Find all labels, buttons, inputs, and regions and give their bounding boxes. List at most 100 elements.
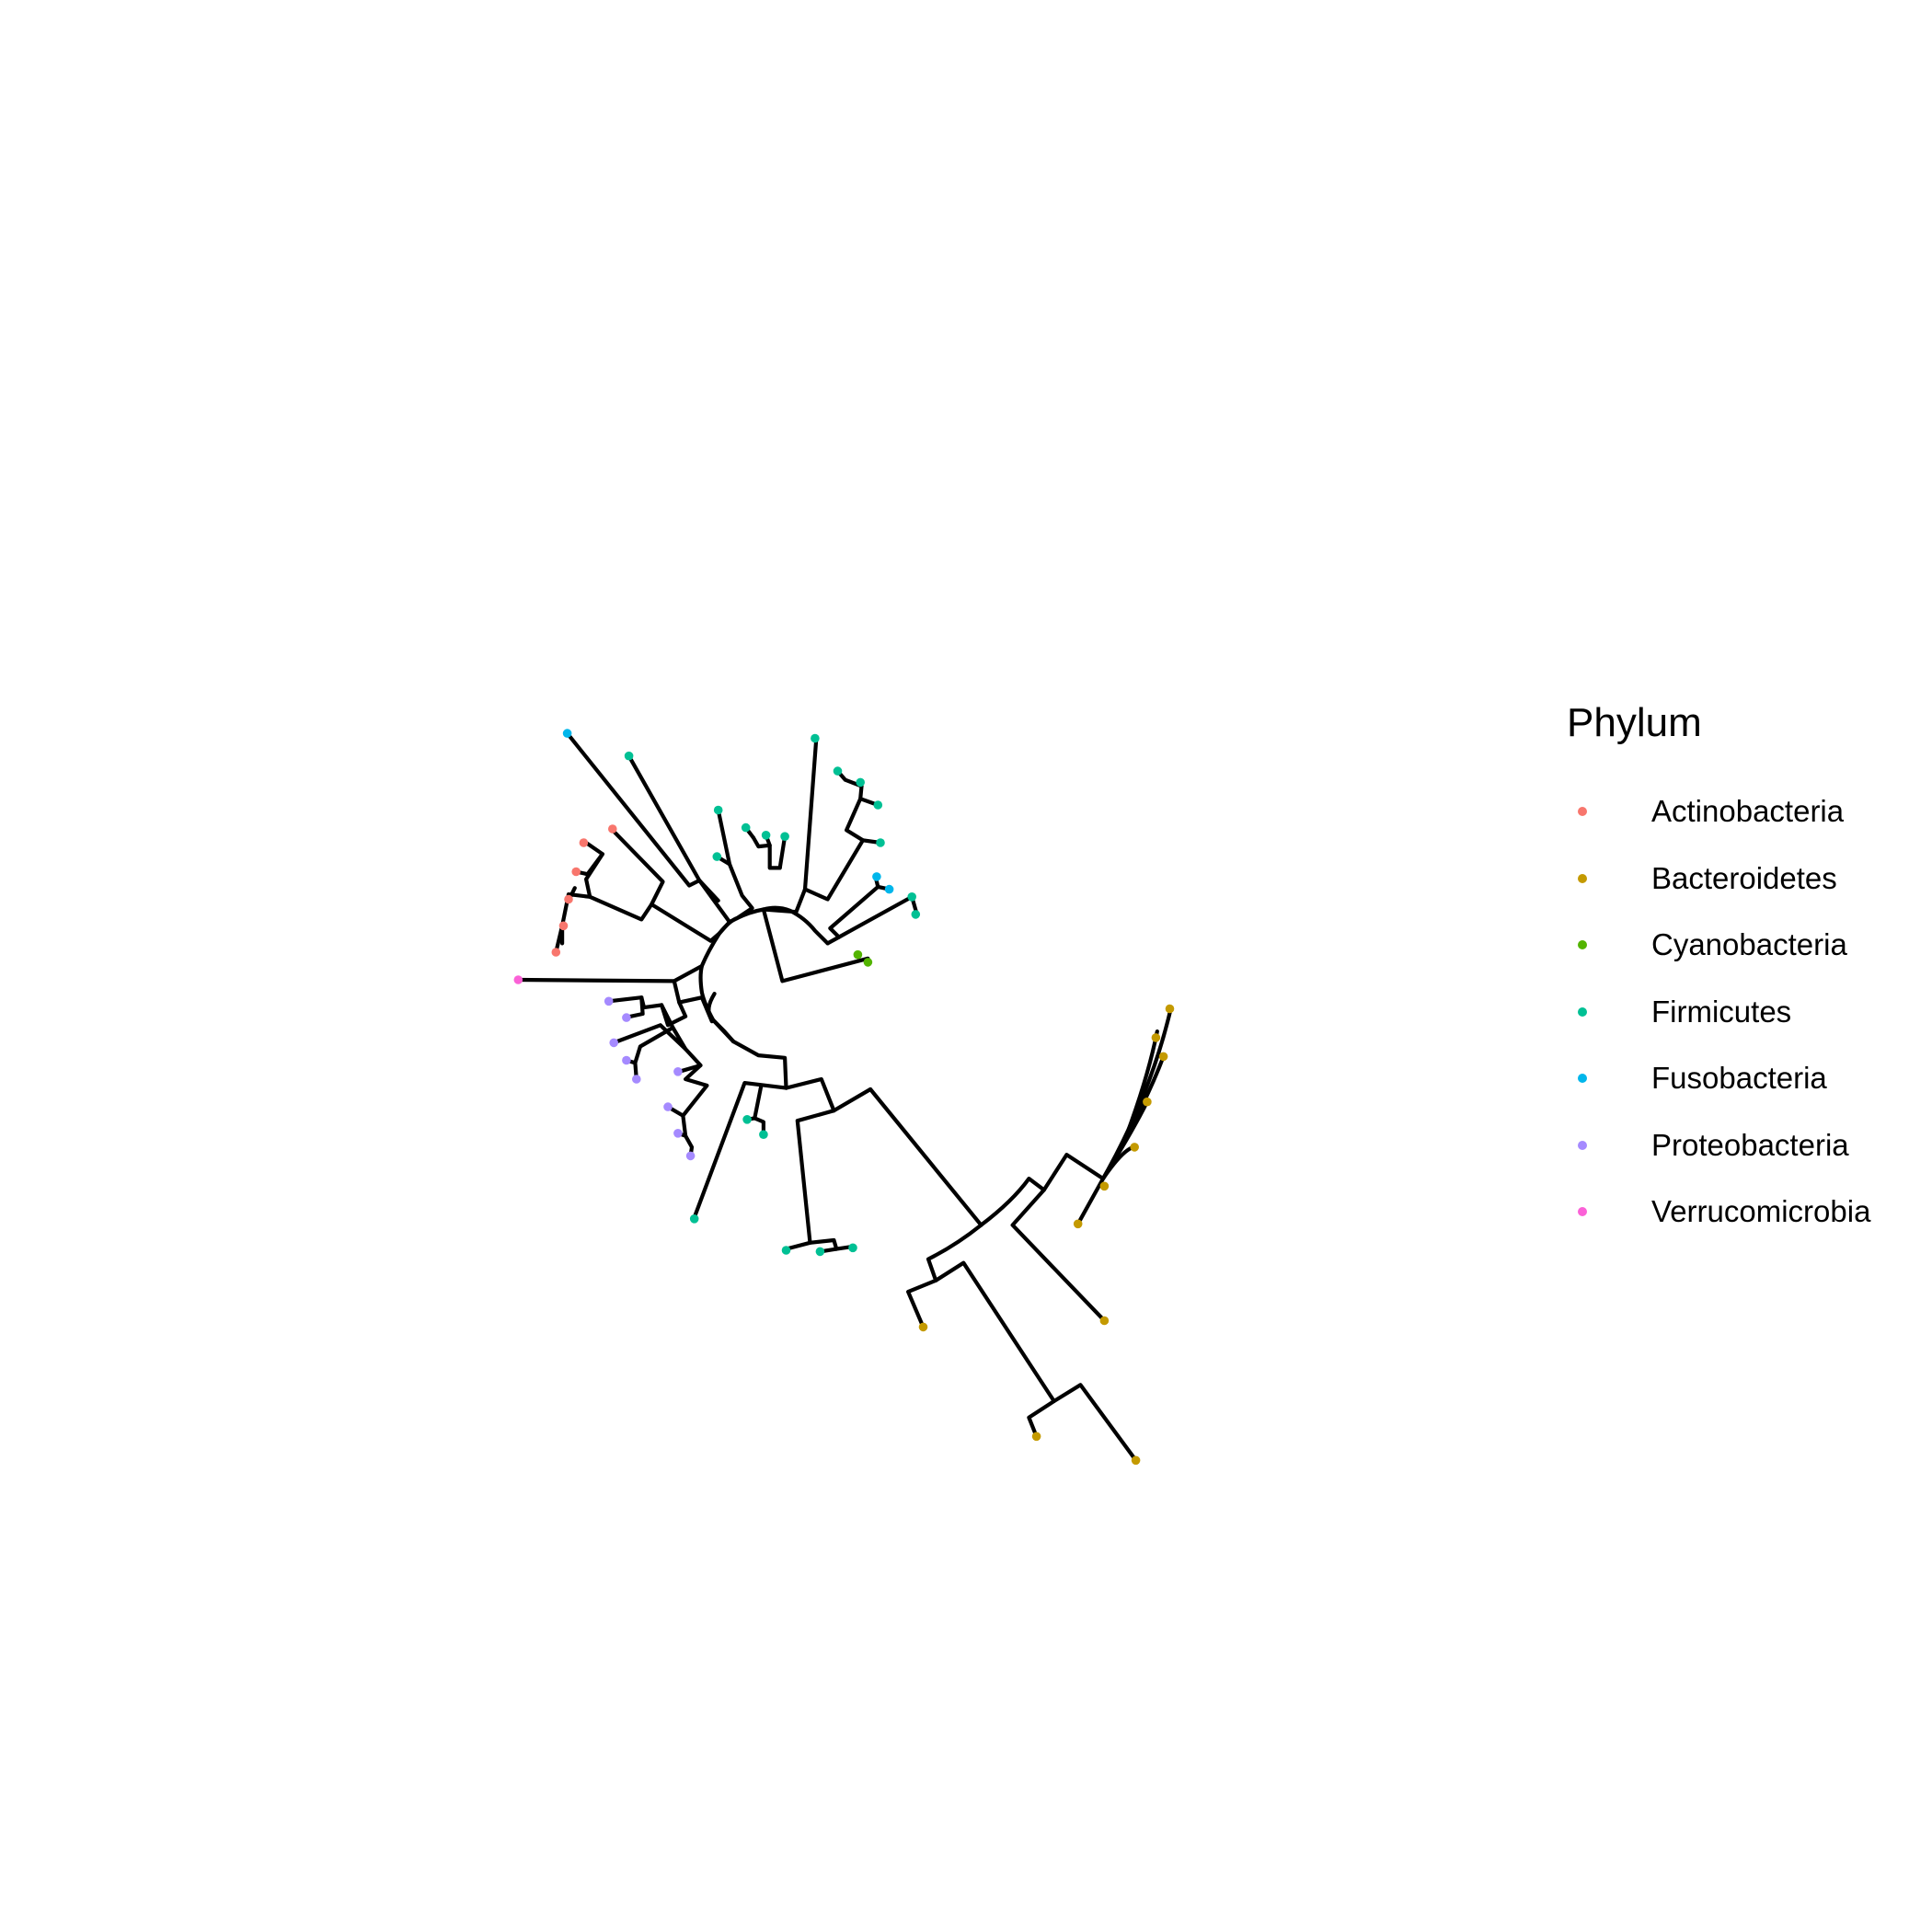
tip-point-proteobacteria bbox=[673, 1067, 683, 1076]
tip-point-bacteroidetes bbox=[1143, 1097, 1152, 1107]
tree-branch bbox=[1100, 1006, 1173, 1181]
tip-point-firmicutes bbox=[741, 822, 751, 833]
tree-branch bbox=[672, 979, 714, 1024]
tip-point-bacteroidetes bbox=[1131, 1455, 1141, 1466]
tip-point-actinobacteria bbox=[579, 838, 589, 847]
tip-point-actinobacteria bbox=[551, 948, 561, 957]
tree-branch bbox=[906, 1223, 983, 1329]
tip-point-bacteroidetes bbox=[918, 1322, 928, 1332]
tip-point-firmicutes bbox=[781, 1246, 791, 1255]
tree-branch bbox=[692, 1081, 788, 1220]
legend-item: Bacteroidetes bbox=[1567, 845, 1870, 913]
legend-label: Actinobacteria bbox=[1651, 794, 1845, 829]
tip-point-firmicutes bbox=[712, 852, 722, 861]
legend-label: Proteobacteria bbox=[1651, 1127, 1849, 1162]
tip-point-firmicutes bbox=[761, 831, 771, 840]
tip-point-bacteroidetes bbox=[1073, 1219, 1083, 1229]
legend-item: Actinobacteria bbox=[1567, 778, 1870, 845]
tree-branch bbox=[716, 808, 754, 921]
tip-point-firmicutes bbox=[780, 832, 789, 841]
tree-branch bbox=[665, 1063, 709, 1118]
tree-branch bbox=[828, 884, 891, 939]
tree-branch bbox=[784, 1109, 836, 1251]
tree-branch bbox=[731, 1039, 836, 1113]
tree-branch bbox=[1120, 1029, 1159, 1149]
legend-item: Cyanobacteria bbox=[1567, 912, 1870, 979]
legend-items: Actinobacteria Bacteroidetes Cyanobacteria… bbox=[1567, 778, 1870, 1246]
legend-label: Cyanobacteria bbox=[1651, 927, 1847, 962]
legend-dot-icon bbox=[1578, 1006, 1587, 1017]
tree-branch bbox=[554, 892, 592, 955]
legend-key bbox=[1567, 1207, 1598, 1217]
tree-branch bbox=[1041, 1153, 1106, 1226]
tree-branch bbox=[697, 878, 720, 903]
tip-point-firmicutes bbox=[856, 777, 865, 788]
tip-point-proteobacteria bbox=[663, 1102, 673, 1111]
tree-branch bbox=[802, 736, 819, 891]
legend-dot-icon bbox=[1578, 1074, 1587, 1084]
tip-point-proteobacteria bbox=[673, 1129, 683, 1138]
tip-point-proteobacteria bbox=[685, 1151, 696, 1161]
legend-item: Fusobacteria bbox=[1567, 1045, 1870, 1112]
tip-point-actinobacteria bbox=[571, 867, 581, 877]
legend-key bbox=[1567, 873, 1598, 883]
tip-point-proteobacteria bbox=[604, 996, 614, 1006]
tip-point-firmicutes bbox=[624, 751, 634, 761]
tip-point-firmicutes bbox=[876, 838, 885, 847]
tip-point-bacteroidetes bbox=[1158, 1052, 1168, 1062]
tip-point-fusobacteria bbox=[872, 872, 881, 881]
tree-branch bbox=[825, 894, 919, 946]
tip-point-firmicutes bbox=[911, 910, 921, 919]
legend-label: Bacteroidetes bbox=[1651, 860, 1837, 895]
tip-point-bacteroidetes bbox=[1151, 1033, 1161, 1042]
tip-point-verrucomicrobia bbox=[513, 975, 523, 984]
legend: Phylum Actinobacteria Bacteroidetes Cyanob… bbox=[1567, 699, 1870, 1246]
tree-branch bbox=[802, 838, 883, 902]
legend-item: Firmicutes bbox=[1567, 979, 1870, 1046]
tip-point-cyanobacteria bbox=[863, 958, 873, 967]
tip-point-proteobacteria bbox=[622, 1013, 631, 1022]
tree-branch bbox=[761, 887, 808, 914]
tip-point-actinobacteria bbox=[608, 824, 617, 834]
tree-branch bbox=[845, 797, 880, 843]
legend-dot-icon bbox=[1578, 1207, 1587, 1217]
tree-branch bbox=[979, 1177, 1107, 1323]
tree-branch bbox=[627, 753, 732, 936]
tip-point-proteobacteria bbox=[609, 1038, 618, 1048]
tree-branch bbox=[623, 995, 645, 1020]
tree-branch bbox=[934, 1260, 1056, 1439]
tip-point-firmicutes bbox=[742, 1115, 752, 1124]
tree-branch bbox=[868, 1087, 983, 1227]
tip-point-actinobacteria bbox=[564, 894, 573, 904]
legend-key bbox=[1567, 1006, 1598, 1017]
tip-point-bacteroidetes bbox=[1130, 1143, 1139, 1152]
tree-branch bbox=[835, 769, 864, 801]
tree-branch bbox=[624, 1025, 675, 1065]
tree-branch bbox=[606, 995, 688, 1028]
tree-branch bbox=[584, 840, 722, 943]
tree-branches bbox=[516, 731, 1173, 1463]
tip-point-firmicutes bbox=[713, 805, 723, 815]
legend-item: Proteobacteria bbox=[1567, 1112, 1870, 1179]
tip-point-firmicutes bbox=[907, 892, 916, 902]
tip-point-bacteroidetes bbox=[1031, 1432, 1041, 1442]
tree-tips bbox=[513, 729, 1175, 1466]
tree-branch bbox=[747, 831, 755, 840]
tip-point-proteobacteria bbox=[622, 1055, 631, 1065]
tip-point-firmicutes bbox=[848, 1243, 857, 1253]
tip-point-bacteroidetes bbox=[1099, 1316, 1110, 1326]
tip-point-fusobacteria bbox=[562, 729, 572, 738]
tree-branch bbox=[727, 915, 740, 925]
tree-branch bbox=[516, 963, 704, 983]
tree-branch bbox=[753, 1085, 765, 1137]
tip-point-firmicutes bbox=[815, 1247, 825, 1257]
tip-point-firmicutes bbox=[689, 1214, 699, 1224]
tip-point-bacteroidetes bbox=[1099, 1181, 1110, 1191]
legend-dot-icon bbox=[1578, 873, 1587, 883]
legend-label: Firmicutes bbox=[1651, 994, 1792, 1029]
legend-dot-icon bbox=[1578, 807, 1587, 817]
tip-point-bacteroidetes bbox=[1165, 1004, 1175, 1014]
tip-point-actinobacteria bbox=[558, 921, 569, 931]
legend-dot-icon bbox=[1578, 940, 1587, 950]
